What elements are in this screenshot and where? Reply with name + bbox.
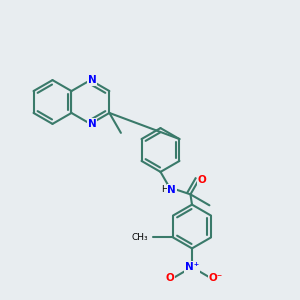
Text: N: N [167, 185, 176, 195]
Text: CH₃: CH₃ [131, 233, 148, 242]
Text: O: O [198, 175, 207, 185]
Text: O⁻: O⁻ [209, 273, 223, 283]
Text: H: H [162, 185, 168, 194]
Text: N: N [88, 119, 96, 129]
Text: N⁺: N⁺ [185, 262, 199, 272]
Text: O: O [165, 273, 174, 283]
Text: N: N [88, 75, 96, 85]
